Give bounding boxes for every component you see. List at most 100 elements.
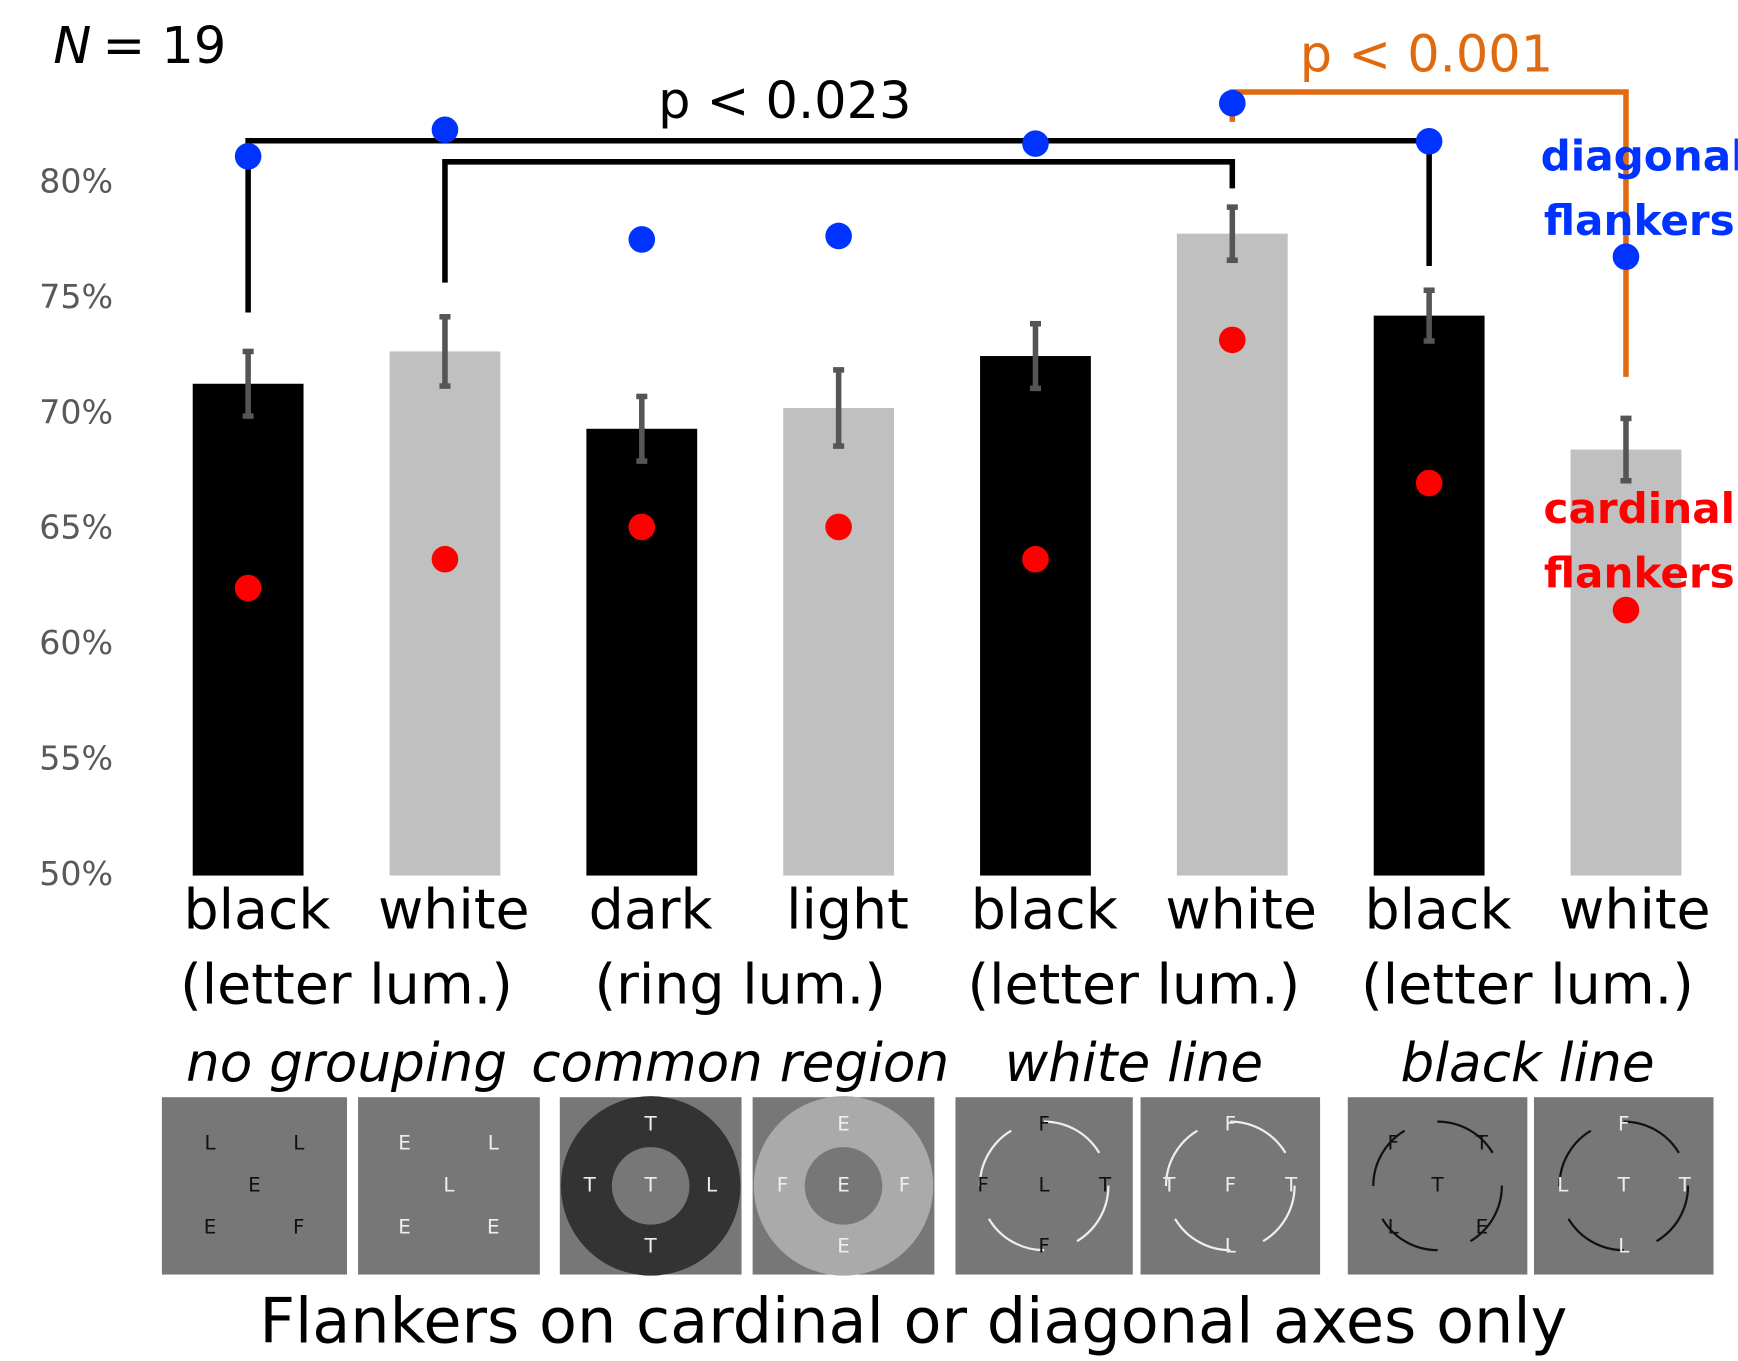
bar <box>192 383 304 876</box>
bar <box>1373 315 1485 876</box>
group-label: (letter lum.) <box>180 954 513 1018</box>
legend-entry: cardinal flankers <box>1543 484 1735 597</box>
group-label: (ring lum.) <box>595 954 886 1018</box>
y-tick-label: 80% <box>39 161 113 200</box>
x-tick-label: white <box>1559 878 1711 942</box>
bracket <box>442 159 1236 283</box>
group-label: (letter lum.) <box>968 954 1301 1018</box>
stimulus-letter: E <box>837 1111 850 1135</box>
bar <box>1570 449 1682 876</box>
bar <box>389 351 501 876</box>
stimulus <box>161 1097 347 1275</box>
group-name: black line <box>1401 1032 1655 1094</box>
stimulus-letter: T <box>583 1172 597 1196</box>
stimulus-letter: F <box>1038 1111 1049 1135</box>
group-name: no grouping <box>186 1032 507 1094</box>
stimulus-letter: E <box>204 1215 217 1239</box>
stimulus-letter: E <box>398 1215 411 1239</box>
sample-symbol: N <box>53 17 91 76</box>
stimulus-letter: T <box>1162 1172 1176 1196</box>
point <box>234 574 262 602</box>
stimulus-letter: F <box>1225 1172 1236 1196</box>
ring-line <box>1372 1120 1503 1252</box>
group-name: common region <box>531 1032 949 1094</box>
point <box>1415 128 1443 155</box>
error-bar <box>636 393 648 464</box>
error-bar <box>439 314 451 389</box>
comparison-label: p < 0.023 <box>658 72 911 131</box>
y-tick-label: 70% <box>39 392 113 431</box>
point <box>628 226 656 253</box>
x-tick-label: black <box>971 878 1118 942</box>
stimulus-letter: E <box>398 1130 411 1154</box>
stimulus <box>358 1097 540 1275</box>
stimulus-letter: F <box>1225 1111 1236 1135</box>
point <box>1022 545 1049 573</box>
ring-line <box>978 1120 1110 1252</box>
y-tick-label: 50% <box>39 854 113 893</box>
ring <box>753 1096 934 1276</box>
comparison-label: p < 0.001 <box>1300 26 1553 85</box>
stimulus-letter: T <box>1430 1172 1444 1196</box>
bracket <box>245 137 1432 313</box>
stimulus-letter: T <box>1284 1172 1298 1196</box>
point <box>1022 130 1049 157</box>
legend-label: diagonal flankers <box>1540 131 1738 245</box>
point <box>1219 326 1246 354</box>
x-axis-label: Flankers on cardinal or diagonal axes on… <box>259 1285 1567 1358</box>
stimulus-letter: L <box>205 1130 216 1154</box>
stimulus-letter: L <box>1039 1172 1050 1196</box>
error-bar <box>833 367 845 449</box>
error-bar <box>1226 204 1238 263</box>
sample-text: = 19 <box>103 17 227 76</box>
y-tick-label: 75% <box>39 277 113 316</box>
stimulus <box>1347 1097 1528 1275</box>
legend-entry: diagonal flankers <box>1540 131 1738 245</box>
stimulus-letter: T <box>1617 1172 1631 1196</box>
ring-line <box>1164 1120 1296 1252</box>
stimulus-letter: E <box>837 1233 850 1257</box>
point <box>628 513 656 541</box>
stimulus-letter: L <box>293 1130 304 1154</box>
stimulus-letter: E <box>1476 1215 1489 1239</box>
x-tick-label: black <box>1364 878 1511 942</box>
stimulus <box>955 1097 1133 1275</box>
stimulus-letter: L <box>1618 1233 1629 1257</box>
stimulus-letter: L <box>1388 1215 1399 1239</box>
point <box>1612 596 1640 624</box>
stimulus-letter: E <box>487 1215 500 1239</box>
stimulus-letter: T <box>1678 1172 1692 1196</box>
point <box>1612 243 1640 271</box>
group-label: (letter lum.) <box>1361 954 1694 1018</box>
y-tick-label: 55% <box>39 739 113 778</box>
stimulus-letter: F <box>1618 1111 1629 1135</box>
stimulus-letter: F <box>293 1215 304 1239</box>
stimulus-letter: L <box>443 1172 454 1196</box>
error-bar <box>242 348 254 419</box>
stimulus-letter: F <box>977 1172 988 1196</box>
point <box>431 545 459 573</box>
x-tick-label: dark <box>589 878 713 942</box>
group-name: white line <box>1005 1032 1263 1094</box>
stimulus-letter: E <box>248 1172 261 1196</box>
stimulus-letter: T <box>644 1172 658 1196</box>
point <box>825 513 852 541</box>
y-tick-label: 60% <box>39 623 113 662</box>
point <box>234 143 262 170</box>
point <box>825 222 852 250</box>
stimulus <box>1140 1097 1321 1275</box>
ring <box>560 1096 741 1276</box>
stimulus-letter: F <box>1387 1130 1398 1154</box>
stimulus <box>1533 1097 1714 1275</box>
ring-line <box>1558 1120 1690 1252</box>
stimulus-letter: T <box>644 1111 658 1135</box>
stimulus-letter: F <box>899 1172 910 1196</box>
bar <box>586 428 698 876</box>
stimulus-letter: F <box>777 1172 788 1196</box>
stimulus-letter: T <box>1475 1130 1489 1154</box>
point <box>1219 89 1246 117</box>
error-bar <box>1620 415 1632 484</box>
stimulus-letter: T <box>644 1233 658 1257</box>
